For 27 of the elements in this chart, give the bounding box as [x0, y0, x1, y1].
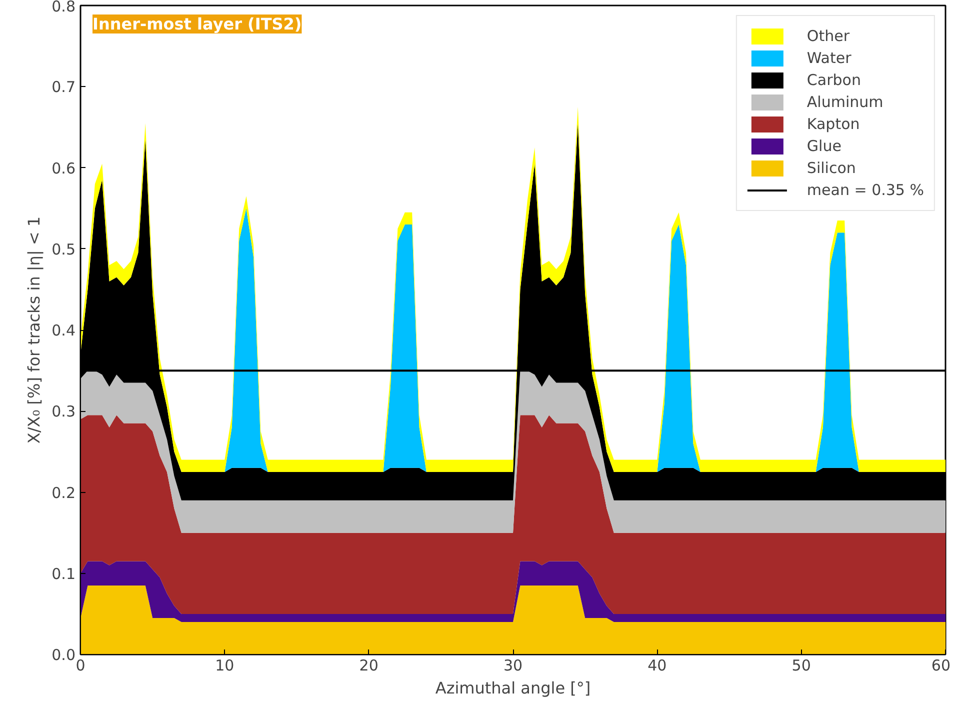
legend-label: Aluminum [806, 93, 884, 111]
x-tick-label: 60 [931, 656, 951, 674]
y-tick-label: 0.2 [52, 484, 76, 502]
y-tick-label: 0.8 [52, 0, 76, 16]
x-tick-label: 0 [76, 656, 86, 674]
legend-label: Carbon [806, 71, 861, 89]
x-tick-label: 10 [215, 656, 234, 674]
y-tick-label: 0.7 [52, 78, 76, 96]
legend-label: Silicon [806, 159, 856, 177]
x-tick-label: 20 [359, 656, 378, 674]
legend-label: mean = 0.35 % [806, 181, 924, 199]
legend-label: Water [806, 49, 852, 67]
y-tick-label: 0.1 [52, 564, 76, 583]
legend-label: Other [806, 27, 850, 45]
y-tick-label: 0.4 [52, 322, 76, 340]
x-axis-title: Azimuthal angle [°] [435, 678, 591, 698]
x-tick-label: 30 [503, 656, 523, 674]
annotation: Inner-most layer (ITS2) [92, 14, 302, 34]
y-tick-label: 0.3 [52, 402, 76, 421]
legend-label: Glue [806, 137, 842, 155]
x-tick-label: 40 [648, 656, 667, 674]
y-tick-label: 0.6 [52, 159, 76, 178]
y-tick-label: 0.5 [52, 240, 76, 258]
y-axis-title: X/X₀ [%] for tracks in |η| < 1 [24, 216, 44, 444]
x-tick-label: 50 [792, 656, 811, 674]
y-tick-label: 0.0 [52, 646, 76, 664]
legend-label: Kapton [806, 115, 860, 133]
